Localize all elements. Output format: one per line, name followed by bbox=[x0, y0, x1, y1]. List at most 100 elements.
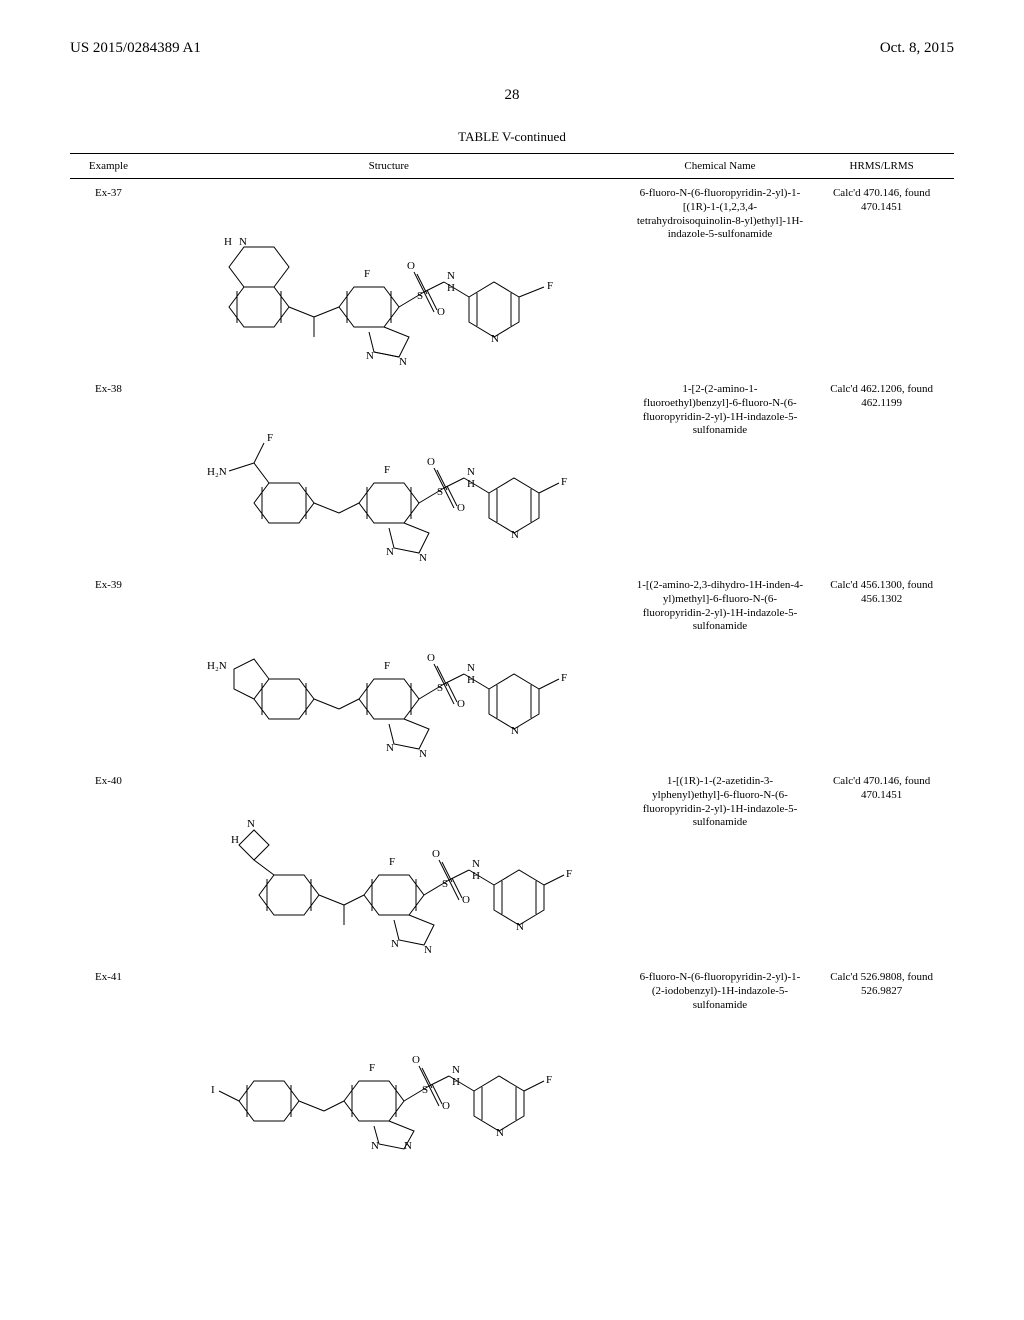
molecule-icon: H₂N F O O S N H N F N N bbox=[199, 579, 579, 759]
atom-label: F bbox=[389, 856, 395, 868]
patent-page: US 2015/0284389 A1 Oct. 8, 2015 28 TABLE… bbox=[0, 0, 1024, 1320]
structure-cell: H N F O O S N H N F N N bbox=[147, 767, 631, 963]
hrms-value: Calc'd 470.146, found 470.1451 bbox=[813, 187, 950, 215]
chemical-name-cell: 1-[(1R)-1-(2-azetidin-3-ylphenyl)ethyl]-… bbox=[631, 767, 810, 963]
col-header-structure: Structure bbox=[147, 154, 631, 179]
atom-label: F bbox=[561, 672, 567, 684]
structure-diagram: H N F O O S N H N F N N bbox=[151, 187, 627, 367]
molecule-icon: H₂N F F O O S N H N F N bbox=[199, 383, 579, 563]
atom-label: H bbox=[447, 282, 455, 294]
hrms-value: Calc'd 470.146, found 470.1451 bbox=[813, 775, 950, 803]
atom-label: H₂N bbox=[207, 466, 227, 478]
atom-label: F bbox=[384, 660, 390, 672]
structure-cell: I F O O S N H N F N N bbox=[147, 963, 631, 1159]
table-row: Ex-40 bbox=[70, 767, 954, 963]
atom-label: N bbox=[366, 350, 374, 362]
pub-number: US 2015/0284389 A1 bbox=[70, 40, 201, 57]
atom-label: H bbox=[231, 834, 239, 846]
table-header-row: Example Structure Chemical Name HRMS/LRM… bbox=[70, 154, 954, 179]
atom-label: N bbox=[467, 466, 475, 478]
col-header-name: Chemical Name bbox=[631, 154, 810, 179]
table-row: Ex-41 bbox=[70, 963, 954, 1159]
structure-diagram: I F O O S N H N F N N bbox=[151, 971, 627, 1151]
atom-label: F bbox=[566, 868, 572, 880]
molecule-icon: H N F O O S N H N F N N bbox=[199, 775, 579, 955]
atom-label: H bbox=[467, 478, 475, 490]
atom-label: N bbox=[399, 356, 407, 367]
atom-label: N bbox=[491, 333, 499, 345]
molecule-icon: H N F O O S N H N F N N bbox=[199, 187, 579, 367]
atom-label: N bbox=[386, 742, 394, 754]
table-row: Ex-37 bbox=[70, 179, 954, 376]
structure-diagram: H N F O O S N H N F N N bbox=[151, 775, 627, 955]
atom-label: N bbox=[371, 1140, 379, 1151]
hrms-cell: Calc'd 470.146, found 470.1451 bbox=[809, 767, 954, 963]
atom-label: N bbox=[472, 858, 480, 870]
chemical-name-cell: 6-fluoro-N-(6-fluoropyridin-2-yl)-1-[(1R… bbox=[631, 179, 810, 376]
atom-label: N bbox=[516, 921, 524, 933]
table-row: Ex-38 bbox=[70, 375, 954, 571]
atom-label: F bbox=[364, 268, 370, 280]
atom-label: N bbox=[419, 748, 427, 759]
atom-label: N bbox=[404, 1140, 412, 1151]
atom-label: S bbox=[437, 682, 443, 694]
example-id: Ex-39 bbox=[70, 571, 147, 767]
atom-label: H bbox=[452, 1076, 460, 1088]
atom-label: F bbox=[369, 1062, 375, 1074]
atom-label: S bbox=[442, 878, 448, 890]
structure-cell: H N F O O S N H N F N N bbox=[147, 179, 631, 376]
molecule-icon: I F O O S N H N F N N bbox=[199, 971, 579, 1151]
example-id: Ex-40 bbox=[70, 767, 147, 963]
atom-label: H₂N bbox=[207, 660, 227, 672]
structure-cell: H₂N F O O S N H N F N N bbox=[147, 571, 631, 767]
atom-label: N bbox=[391, 938, 399, 950]
atom-label: H bbox=[472, 870, 480, 882]
pub-date: Oct. 8, 2015 bbox=[880, 40, 954, 57]
hrms-cell: Calc'd 456.1300, found 456.1302 bbox=[809, 571, 954, 767]
chemical-name: 1-[(1R)-1-(2-azetidin-3-ylphenyl)ethyl]-… bbox=[635, 775, 806, 830]
atom-label: O bbox=[427, 652, 435, 664]
atom-label: S bbox=[422, 1084, 428, 1096]
atom-label: H bbox=[467, 674, 475, 686]
chemical-name: 1-[2-(2-amino-1-fluoroethyl)benzyl]-6-fl… bbox=[635, 383, 806, 438]
structure-diagram: H₂N F F O O S N H N F N bbox=[151, 383, 627, 563]
atom-label: N bbox=[511, 529, 519, 541]
chemical-name: 6-fluoro-N-(6-fluoropyridin-2-yl)-1-[(1R… bbox=[635, 187, 806, 242]
chemical-name-cell: 1-[2-(2-amino-1-fluoroethyl)benzyl]-6-fl… bbox=[631, 375, 810, 571]
structure-diagram: H₂N F O O S N H N F N N bbox=[151, 579, 627, 759]
table-title: TABLE V-continued bbox=[70, 129, 954, 145]
atom-label: O bbox=[407, 260, 415, 272]
example-id: Ex-37 bbox=[70, 179, 147, 376]
atom-label: N bbox=[239, 236, 247, 248]
atom-label: F bbox=[561, 476, 567, 488]
hrms-value: Calc'd 456.1300, found 456.1302 bbox=[813, 579, 950, 607]
atom-label: N bbox=[447, 270, 455, 282]
col-header-example: Example bbox=[70, 154, 147, 179]
hrms-cell: Calc'd 462.1206, found 462.1199 bbox=[809, 375, 954, 571]
example-id: Ex-41 bbox=[70, 963, 147, 1159]
atom-label: S bbox=[417, 290, 423, 302]
atom-label: O bbox=[432, 848, 440, 860]
table-row: Ex-39 bbox=[70, 571, 954, 767]
hrms-cell: Calc'd 526.9808, found 526.9827 bbox=[809, 963, 954, 1159]
atom-label: F bbox=[267, 432, 273, 444]
atom-label: F bbox=[384, 464, 390, 476]
atom-label: O bbox=[462, 894, 470, 906]
chemical-name: 6-fluoro-N-(6-fluoropyridin-2-yl)-1-(2-i… bbox=[635, 971, 806, 1012]
col-header-hrms: HRMS/LRMS bbox=[809, 154, 954, 179]
hrms-value: Calc'd 462.1206, found 462.1199 bbox=[813, 383, 950, 411]
atom-label: S bbox=[437, 486, 443, 498]
chemical-name: 1-[(2-amino-2,3-dihydro-1H-inden-4-yl)me… bbox=[635, 579, 806, 634]
atom-label: F bbox=[547, 280, 553, 292]
page-number: 28 bbox=[70, 87, 954, 104]
atom-label: N bbox=[496, 1127, 504, 1139]
atom-label: O bbox=[457, 698, 465, 710]
atom-label: N bbox=[386, 546, 394, 558]
atom-label: N bbox=[467, 662, 475, 674]
chemical-name-cell: 6-fluoro-N-(6-fluoropyridin-2-yl)-1-(2-i… bbox=[631, 963, 810, 1159]
header: US 2015/0284389 A1 Oct. 8, 2015 bbox=[70, 40, 954, 57]
atom-label: I bbox=[211, 1084, 215, 1096]
chemical-name-cell: 1-[(2-amino-2,3-dihydro-1H-inden-4-yl)me… bbox=[631, 571, 810, 767]
atom-label: O bbox=[427, 456, 435, 468]
hrms-cell: Calc'd 470.146, found 470.1451 bbox=[809, 179, 954, 376]
